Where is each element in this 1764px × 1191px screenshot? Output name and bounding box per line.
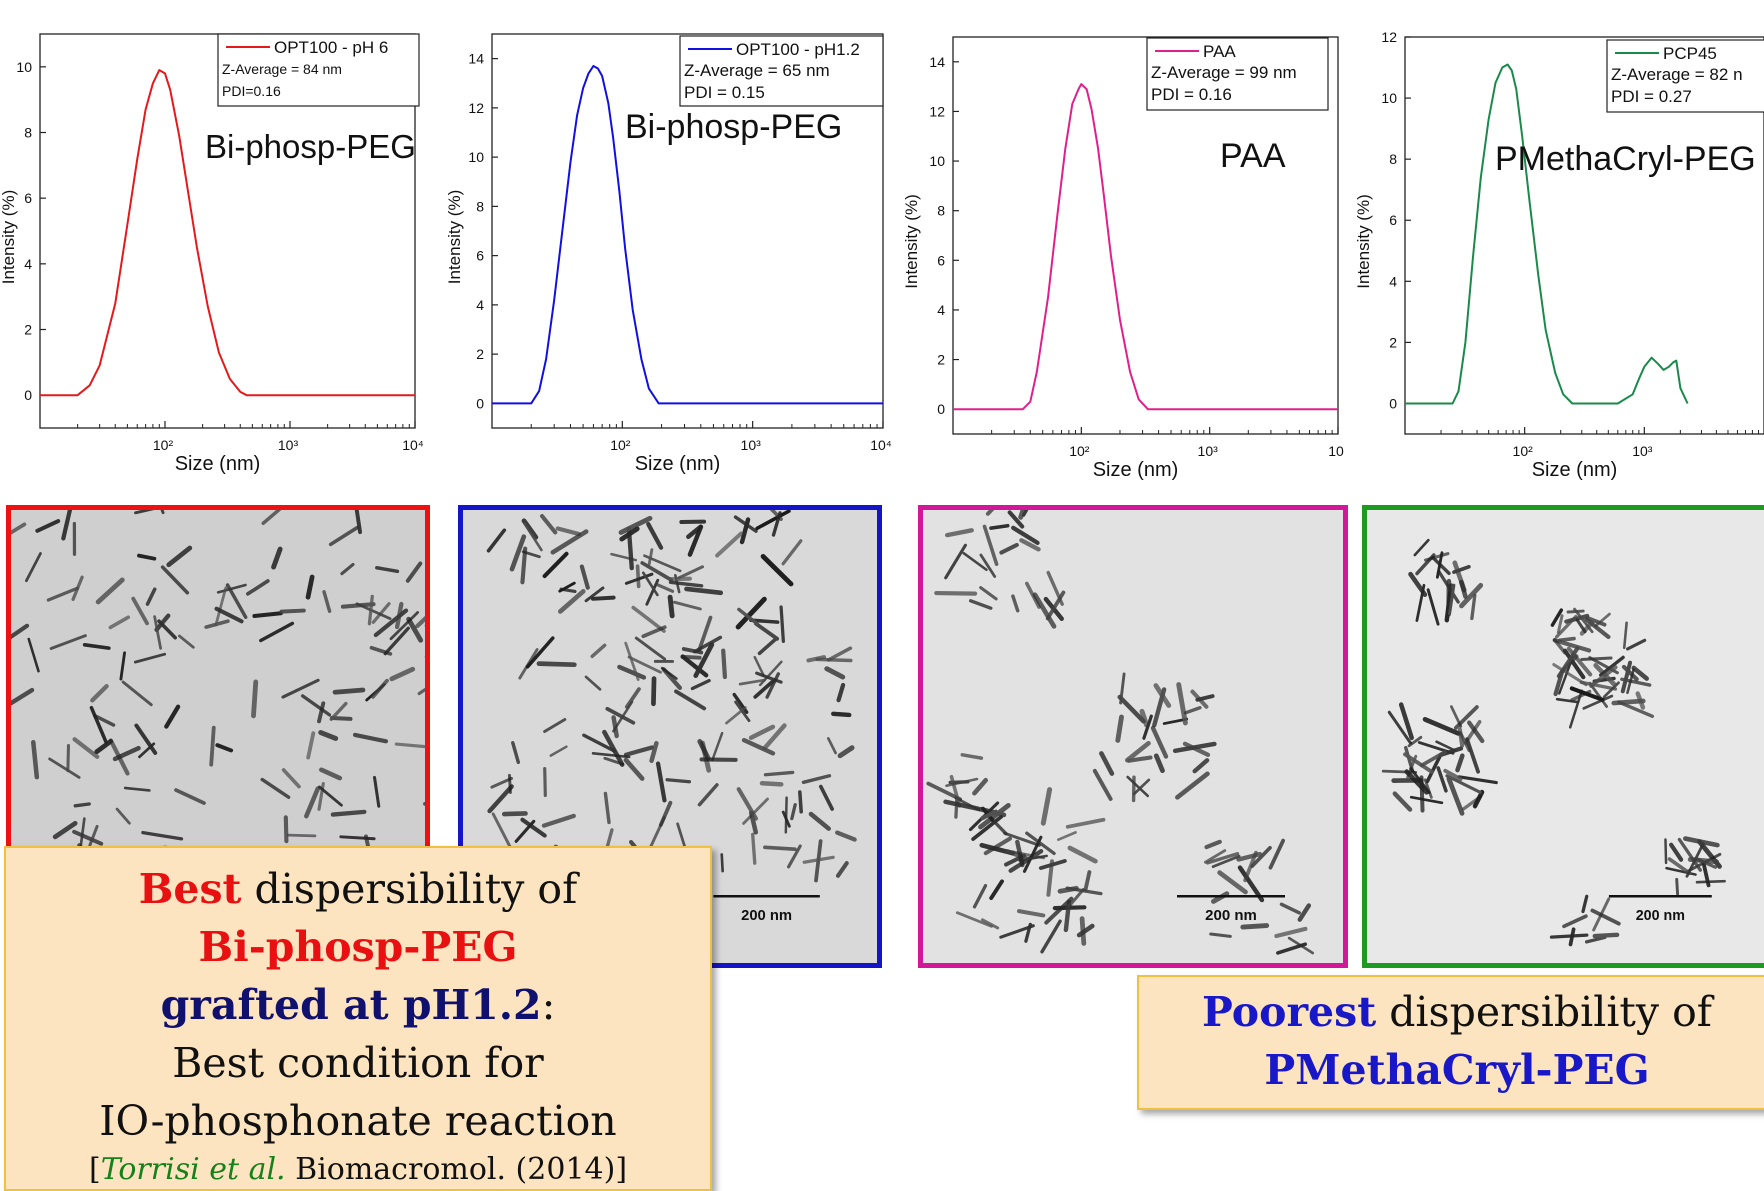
y-tick-label: 4 — [1389, 273, 1397, 289]
callout-line-3: grafted at pH1.2: — [6, 976, 710, 1034]
y-tick-label: 2 — [24, 322, 32, 338]
y-tick-label: 14 — [468, 51, 484, 67]
reference-citation: [Torrisi et al. Biomacromol. (2014)] — [6, 1150, 710, 1190]
x-tick-label: 10² — [153, 437, 174, 453]
tem-image-pcp45: 200 nm — [1362, 505, 1764, 968]
y-axis-label: Intensity (%) — [1354, 194, 1373, 288]
chart-annotation: PMethaCryl-PEG — [1495, 140, 1756, 178]
chart-annotation: Bi-phosp-PEG — [205, 128, 416, 165]
tem-image-paa: 200 nm — [918, 505, 1348, 968]
y-axis-label: Intensity (%) — [902, 194, 921, 288]
x-tick-label: 10 — [1328, 443, 1344, 459]
y-tick-label: 2 — [1389, 334, 1397, 350]
polymer-name: Bi-phosp-PEG — [6, 918, 710, 976]
ref-open: [ — [89, 1152, 101, 1187]
tem-micrograph: 200 nm — [923, 510, 1343, 963]
legend-z-average: Z-Average = 65 nm — [684, 61, 830, 80]
y-tick-label: 2 — [937, 352, 945, 368]
y-tick-label: 4 — [476, 297, 484, 313]
x-tick-label: 10² — [610, 437, 631, 453]
x-tick-label: 10³ — [278, 437, 299, 453]
legend-series-name: PCP45 — [1663, 44, 1717, 63]
dls-chart-opt100-ph6: 0 2 4 6 8 10 10² 10³ 10⁴ Size (nm) Intensity (%) OP… — [0, 0, 430, 500]
legend-pdi: PDI = 0.16 — [1151, 85, 1232, 104]
reaction-text: IO-phosphonate reaction — [6, 1092, 710, 1150]
y-tick-label: 0 — [24, 387, 32, 403]
legend-z-average: Z-Average = 84 nm — [222, 61, 342, 77]
y-tick-label: 12 — [468, 100, 484, 116]
callout-poorest-dispersibility: Poorest dispersibility of PMethaCryl-PEG — [1137, 975, 1764, 1110]
callout-line-1: Poorest dispersibility of — [1139, 983, 1764, 1041]
x-axis-label: Size (nm) — [635, 453, 721, 475]
y-tick-label: 0 — [937, 401, 945, 417]
ref-authors: Torrisi et al. — [101, 1152, 286, 1187]
y-tick-label: 12 — [929, 103, 945, 119]
x-tick-label: 10³ — [741, 437, 762, 453]
legend-series-name: PAA — [1203, 42, 1236, 61]
y-tick-label: 4 — [24, 256, 32, 272]
scale-bar-label: 200 nm — [1636, 908, 1685, 924]
y-tick-label: 10 — [1381, 90, 1397, 106]
series-line — [40, 70, 415, 395]
ref-journal: Biomacromol. (2014)] — [286, 1152, 627, 1187]
y-tick-label: 2 — [476, 346, 484, 362]
chart-annotation: Bi-phosp-PEG — [625, 108, 842, 146]
y-tick-label: 6 — [1389, 212, 1397, 228]
y-axis-label: Intensity (%) — [445, 190, 464, 284]
y-axis-label: Intensity (%) — [0, 190, 18, 284]
scale-bar-label: 200 nm — [1205, 907, 1257, 924]
x-axis-label: Size (nm) — [175, 453, 261, 475]
y-tick-label: 0 — [476, 395, 484, 411]
series-line — [953, 84, 1338, 409]
y-tick-label: 10 — [929, 153, 945, 169]
y-tick-label: 8 — [1389, 151, 1397, 167]
x-tick-label: 10⁴ — [870, 437, 892, 453]
dls-chart-paa: 0 2 4 6 8 10 12 14 10² 10³ 10 Size (nm) Intensity (%… — [895, 0, 1345, 500]
y-tick-label: 0 — [1389, 395, 1397, 411]
best-condition-text: Best condition for — [6, 1034, 710, 1092]
legend-z-average: Z-Average = 99 nm — [1151, 63, 1297, 82]
y-tick-label: 10 — [468, 149, 484, 165]
legend-pdi: PDI = 0.27 — [1611, 87, 1692, 106]
y-tick-label: 8 — [24, 125, 32, 141]
best-label: Best — [139, 865, 242, 913]
x-tick-label: 10³ — [1632, 443, 1653, 459]
x-tick-label: 10² — [1069, 443, 1090, 459]
tem-micrograph: 200 nm — [1367, 510, 1764, 963]
x-axis-label: Size (nm) — [1093, 459, 1179, 481]
y-tick-label: 6 — [24, 190, 32, 206]
legend-z-average: Z-Average = 82 n — [1611, 65, 1743, 84]
y-tick-label: 12 — [1381, 29, 1397, 45]
x-tick-label: 10² — [1513, 443, 1534, 459]
legend-pdi: PDI=0.16 — [222, 83, 281, 99]
legend-series-name: OPT100 - pH 6 — [274, 38, 388, 57]
y-tick-label: 4 — [937, 302, 945, 318]
callout-line-1: Best dispersibility of — [6, 860, 710, 918]
scale-bar-label: 200 nm — [741, 908, 792, 924]
legend-pdi: PDI = 0.15 — [684, 83, 765, 102]
colon-text: : — [542, 981, 556, 1029]
dls-chart-pcp45: 0 2 4 6 8 10 12 10² 10³ Size (nm) Intensity (%) PCP… — [1345, 0, 1764, 500]
y-tick-label: 14 — [929, 54, 945, 70]
x-axis-label: Size (nm) — [1532, 459, 1618, 481]
y-tick-label: 8 — [937, 203, 945, 219]
y-tick-label: 6 — [476, 248, 484, 264]
y-tick-label: 8 — [476, 198, 484, 214]
legend-series-name: OPT100 - pH1.2 — [736, 40, 860, 59]
y-tick-label: 10 — [16, 59, 32, 75]
callout-best-dispersibility: Best dispersibility of Bi-phosp-PEG graf… — [4, 846, 712, 1191]
series-line — [1405, 65, 1688, 404]
dispersibility-text: dispersibility of — [241, 865, 577, 913]
chart-annotation: PAA — [1220, 137, 1286, 175]
dispersibility-text: dispersibility of — [1376, 988, 1712, 1036]
poorest-label: Poorest — [1202, 988, 1376, 1036]
polymer-name: PMethaCryl-PEG — [1139, 1041, 1764, 1099]
x-tick-label: 10³ — [1198, 443, 1219, 459]
grafted-label: grafted at pH1.2 — [161, 981, 542, 1029]
y-tick-label: 6 — [937, 252, 945, 268]
dls-chart-opt100-ph1-2: 0 2 4 6 8 10 12 14 10² 10³ 10⁴ Size (nm) Intensity (… — [440, 0, 890, 500]
x-tick-label: 10⁴ — [402, 437, 424, 453]
